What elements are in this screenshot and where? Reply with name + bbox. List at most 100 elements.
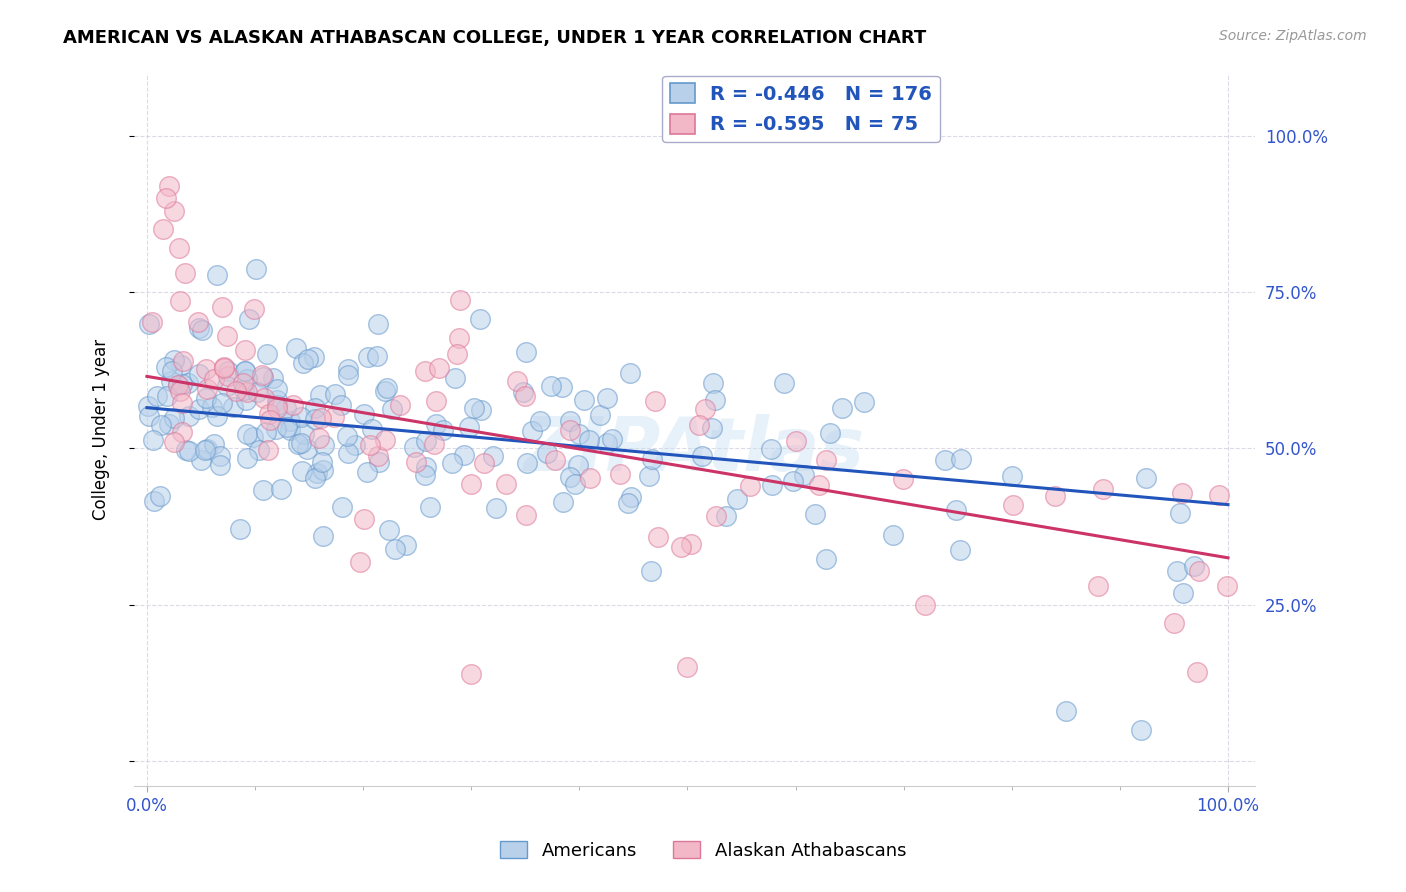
Point <box>233 343 256 358</box>
Point <box>609 467 631 481</box>
Point <box>495 476 517 491</box>
Point <box>472 456 495 470</box>
Point <box>453 448 475 462</box>
Point <box>1188 564 1211 578</box>
Point <box>619 366 641 380</box>
Point <box>169 384 191 398</box>
Point <box>138 317 160 331</box>
Point <box>578 470 600 484</box>
Point <box>470 402 492 417</box>
Point <box>211 300 233 314</box>
Point <box>690 450 713 464</box>
Point <box>235 372 257 386</box>
Point <box>377 381 399 395</box>
Point <box>704 509 727 524</box>
Point <box>782 475 804 489</box>
Point <box>357 351 380 365</box>
Point <box>195 382 218 396</box>
Point <box>676 660 699 674</box>
Point <box>250 368 273 383</box>
Point <box>188 321 211 335</box>
Point <box>167 378 190 392</box>
Point <box>236 384 259 399</box>
Point <box>177 443 200 458</box>
Point <box>551 495 574 509</box>
Point <box>201 400 224 414</box>
Point <box>515 508 537 523</box>
Point <box>647 530 669 544</box>
Point <box>520 424 543 438</box>
Legend: R = -0.446   N = 176, R = -0.595   N = 75: R = -0.446 N = 176, R = -0.595 N = 75 <box>662 76 941 142</box>
Point <box>229 522 252 536</box>
Point <box>177 376 200 391</box>
Point <box>266 393 288 408</box>
Point <box>374 433 396 447</box>
Point <box>536 446 558 460</box>
Point <box>447 331 470 345</box>
Point <box>515 344 537 359</box>
Point <box>444 371 467 385</box>
Point <box>287 437 309 451</box>
Point <box>1087 579 1109 593</box>
Point <box>160 364 183 378</box>
Point <box>429 360 451 375</box>
Point <box>551 379 574 393</box>
Point <box>1091 482 1114 496</box>
Point <box>211 396 233 410</box>
Point <box>353 407 375 421</box>
Point <box>163 203 186 218</box>
Point <box>270 482 292 496</box>
Point <box>617 496 640 510</box>
Point <box>415 460 437 475</box>
Point <box>187 315 209 329</box>
Point <box>195 362 218 376</box>
Point <box>191 323 214 337</box>
Point <box>482 449 505 463</box>
Point <box>242 430 264 444</box>
Point <box>395 538 418 552</box>
Point <box>252 391 274 405</box>
Point <box>815 551 838 566</box>
Point <box>138 409 160 424</box>
Point <box>381 401 404 416</box>
Point <box>170 376 193 391</box>
Point <box>170 425 193 439</box>
Point <box>212 359 235 374</box>
Point <box>463 401 485 415</box>
Point <box>236 450 259 465</box>
Point <box>1187 665 1209 679</box>
Point <box>446 347 468 361</box>
Point <box>578 434 600 448</box>
Point <box>506 374 529 388</box>
Point <box>264 423 287 437</box>
Point <box>291 356 314 370</box>
Point <box>405 455 427 469</box>
Point <box>513 389 536 403</box>
Point <box>1135 471 1157 485</box>
Point <box>309 411 332 425</box>
Point <box>314 438 336 452</box>
Point <box>136 399 159 413</box>
Point <box>207 268 229 282</box>
Point <box>640 564 662 578</box>
Point <box>558 423 581 437</box>
Point <box>808 478 831 492</box>
Text: Source: ZipAtlas.com: Source: ZipAtlas.com <box>1219 29 1367 43</box>
Point <box>169 293 191 308</box>
Point <box>159 374 181 388</box>
Point <box>378 523 401 537</box>
Point <box>336 429 359 443</box>
Point <box>157 178 180 193</box>
Point <box>311 455 333 469</box>
Point <box>343 438 366 452</box>
Point <box>276 401 298 416</box>
Point <box>242 302 264 317</box>
Point <box>247 443 270 458</box>
Point <box>290 435 312 450</box>
Point <box>638 468 661 483</box>
Point <box>470 312 492 326</box>
Point <box>740 479 762 493</box>
Point <box>818 426 841 441</box>
Point <box>188 368 211 382</box>
Point <box>949 542 972 557</box>
